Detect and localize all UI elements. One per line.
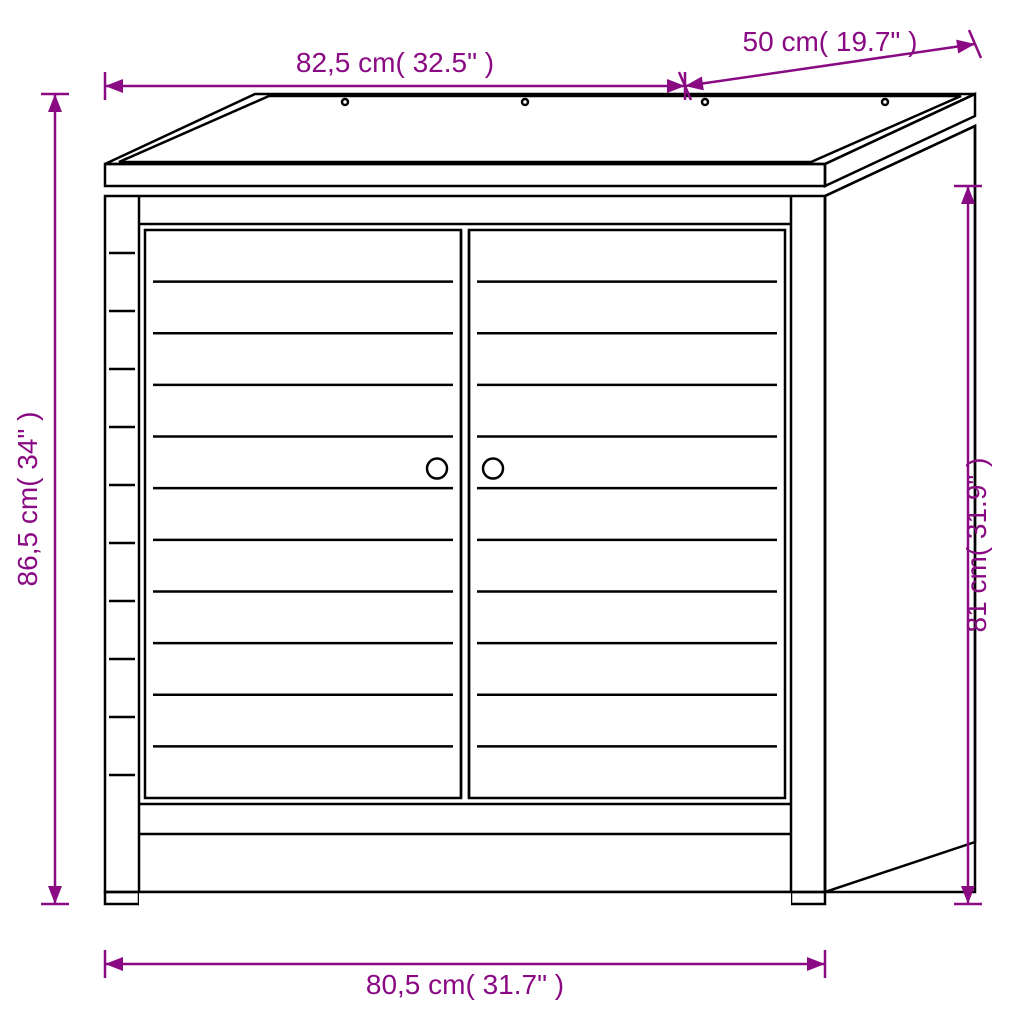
dim-left-height-label: 86,5 cm( 34" ) — [12, 412, 43, 587]
feet — [105, 892, 825, 942]
top-tray — [105, 94, 975, 186]
dim-bottom-width-label: 80,5 cm( 31.7" ) — [366, 969, 564, 1000]
dim-top-width-label: 82,5 cm( 32.5" ) — [296, 47, 494, 78]
dim-top-depth-label: 50 cm( 19.7" ) — [743, 26, 918, 57]
door-knob-left — [427, 459, 447, 479]
dim-right-height-label: 81 cm( 31.9" ) — [961, 458, 992, 633]
dim-top-depth: 50 cm( 19.7" ) — [679, 26, 981, 100]
cabinet-body — [105, 126, 975, 892]
dim-bottom-width: 80,5 cm( 31.7" ) — [105, 950, 825, 1000]
dim-top-width: 82,5 cm( 32.5" ) — [105, 47, 685, 100]
door-knob-right — [483, 459, 503, 479]
dim-right-height: 81 cm( 31.9" ) — [954, 186, 992, 904]
doors — [145, 230, 785, 798]
dim-left-height: 86,5 cm( 34" ) — [12, 94, 69, 904]
